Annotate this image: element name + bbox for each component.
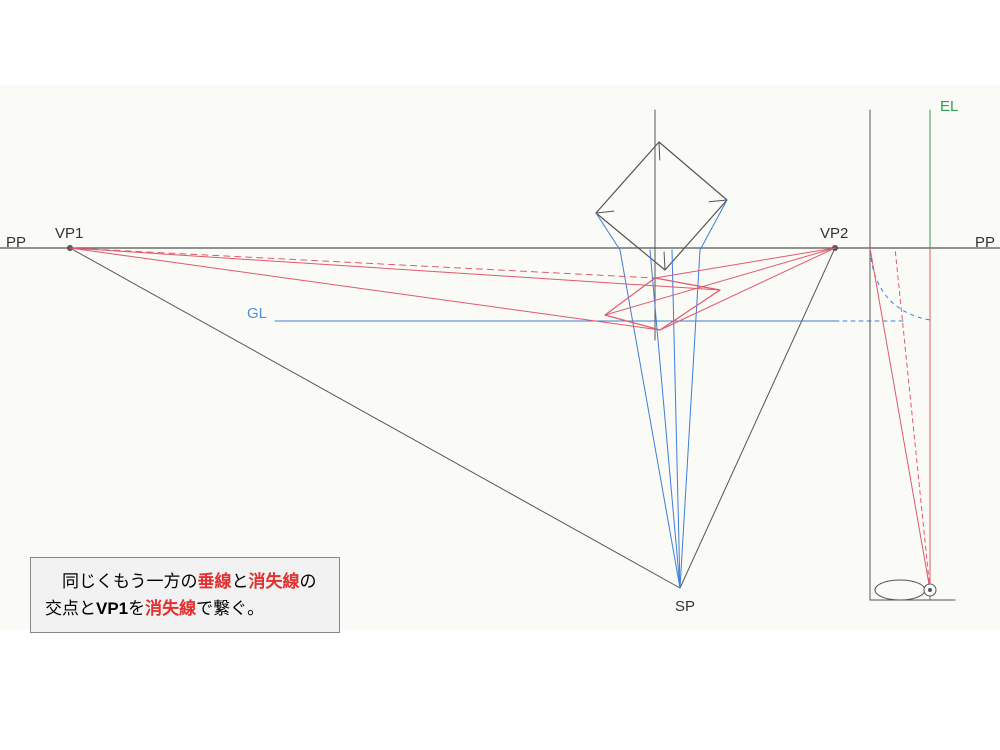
label-vp2: VP2 <box>820 225 848 242</box>
label-vp1: VP1 <box>55 225 83 242</box>
instruction-caption: 同じくもう一方の垂線と消失線の交点とVP1を消失線で繋ぐ。 <box>30 557 340 633</box>
label-sp: SP <box>675 598 695 615</box>
label-el: EL <box>940 98 958 115</box>
diagram-stage: PP PP VP1 VP2 SP GL EL 同じくもう一方の垂線と消失線の交点… <box>0 0 1000 750</box>
perspective-diagram-svg <box>0 0 1000 750</box>
label-pp-left: PP <box>6 234 26 251</box>
label-pp-right: PP <box>975 234 995 251</box>
label-gl: GL <box>247 305 267 322</box>
